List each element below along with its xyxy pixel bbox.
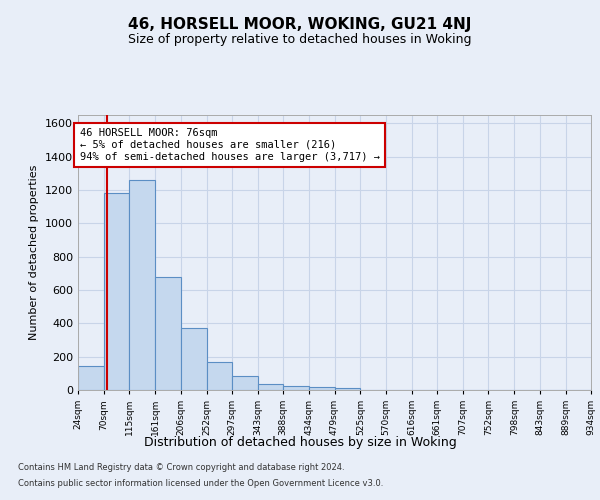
- Bar: [181, 328, 206, 390]
- Bar: [206, 362, 232, 390]
- Bar: [104, 194, 130, 390]
- Y-axis label: Number of detached properties: Number of detached properties: [29, 165, 40, 340]
- Text: Size of property relative to detached houses in Woking: Size of property relative to detached ho…: [128, 32, 472, 46]
- Bar: [155, 276, 181, 390]
- Bar: [258, 384, 283, 390]
- Bar: [335, 388, 361, 390]
- Text: Distribution of detached houses by size in Woking: Distribution of detached houses by size …: [143, 436, 457, 449]
- Text: Contains public sector information licensed under the Open Government Licence v3: Contains public sector information licen…: [18, 478, 383, 488]
- Text: 46 HORSELL MOOR: 76sqm
← 5% of detached houses are smaller (216)
94% of semi-det: 46 HORSELL MOOR: 76sqm ← 5% of detached …: [80, 128, 380, 162]
- Bar: [283, 386, 309, 390]
- Bar: [309, 386, 335, 390]
- Text: Contains HM Land Registry data © Crown copyright and database right 2024.: Contains HM Land Registry data © Crown c…: [18, 464, 344, 472]
- Bar: [232, 376, 258, 390]
- Text: 46, HORSELL MOOR, WOKING, GU21 4NJ: 46, HORSELL MOOR, WOKING, GU21 4NJ: [128, 18, 472, 32]
- Bar: [130, 180, 155, 390]
- Bar: [78, 366, 104, 390]
